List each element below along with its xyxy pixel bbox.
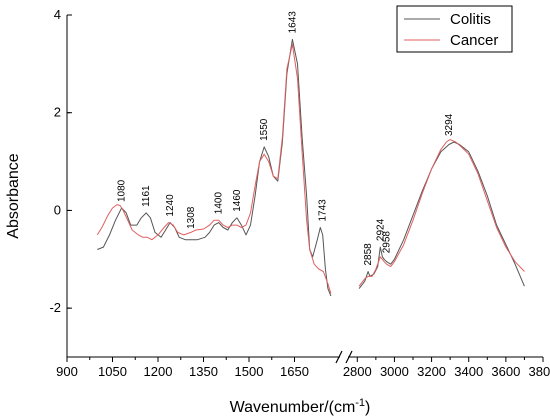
x-tick-label: 3200 bbox=[417, 364, 446, 379]
x-axis-title: Wavenumber/(cm-1) bbox=[230, 397, 371, 416]
peak-label-3294: 3294 bbox=[444, 113, 455, 136]
x-tick-label: 3800 bbox=[529, 364, 550, 379]
x-tick-label: 1050 bbox=[98, 364, 127, 379]
peak-labels: 1080 1161 1240 1308 1400 1460 1550 1643 1743 2858… bbox=[117, 11, 455, 266]
peak-label-1308: 1308 bbox=[186, 206, 197, 229]
peak-label-1080: 1080 bbox=[117, 179, 128, 202]
y-tick-label: 4 bbox=[54, 7, 61, 22]
peak-label-1550: 1550 bbox=[259, 118, 270, 141]
peak-label-1743: 1743 bbox=[318, 199, 329, 222]
x-tick-label: 900 bbox=[56, 364, 78, 379]
peak-label-1643: 1643 bbox=[287, 11, 298, 34]
x-axis-title-sup: -1 bbox=[355, 397, 365, 409]
x-tick-label: 3400 bbox=[454, 364, 483, 379]
legend-label-cancer: Cancer bbox=[450, 32, 498, 49]
peak-label-1161: 1161 bbox=[141, 185, 152, 207]
x-tick-label: 3000 bbox=[380, 364, 409, 379]
legend: Colitis Cancer bbox=[396, 5, 513, 53]
x-tick-label: 1500 bbox=[235, 364, 264, 379]
legend-box bbox=[396, 5, 513, 53]
axis-break-mark-2 bbox=[345, 350, 353, 364]
axis-break-mark-1 bbox=[335, 350, 343, 364]
series-line-cancer-seg2 bbox=[358, 139, 525, 287]
x-tick-label: 1650 bbox=[280, 364, 309, 379]
peak-label-1240: 1240 bbox=[165, 194, 176, 217]
x-axis-title-close: ) bbox=[365, 399, 370, 416]
peak-label-2924: 2924 bbox=[375, 218, 386, 241]
x-tick-label: 3600 bbox=[491, 364, 520, 379]
y-tick-label: 2 bbox=[54, 105, 61, 120]
x-tick-label: 2800 bbox=[343, 364, 372, 379]
series-line-colitis-seg1 bbox=[97, 38, 332, 297]
x-axis-title-main: Wavenumber/(cm bbox=[230, 399, 356, 416]
legend-label-colitis: Colitis bbox=[450, 11, 491, 28]
peak-label-1400: 1400 bbox=[214, 192, 225, 215]
axes: 4 2 0 -2 900 1050 1200 1350 1500 1650 2800 3000 3200… bbox=[49, 7, 550, 379]
y-axis-title: Absorbance bbox=[5, 153, 22, 238]
series-group bbox=[96, 38, 525, 297]
y-tick-label: 0 bbox=[54, 202, 61, 217]
x-tick-label: 1200 bbox=[144, 364, 173, 379]
series-line-cancer-seg1 bbox=[96, 43, 332, 294]
series-line-colitis-seg2 bbox=[358, 141, 525, 289]
y-tick-label: -2 bbox=[49, 300, 61, 315]
x-tick-label: 1350 bbox=[189, 364, 218, 379]
peak-label-1460: 1460 bbox=[232, 189, 243, 212]
peak-label-2858: 2858 bbox=[363, 243, 374, 266]
peak-label-2958: 2958 bbox=[382, 231, 393, 254]
